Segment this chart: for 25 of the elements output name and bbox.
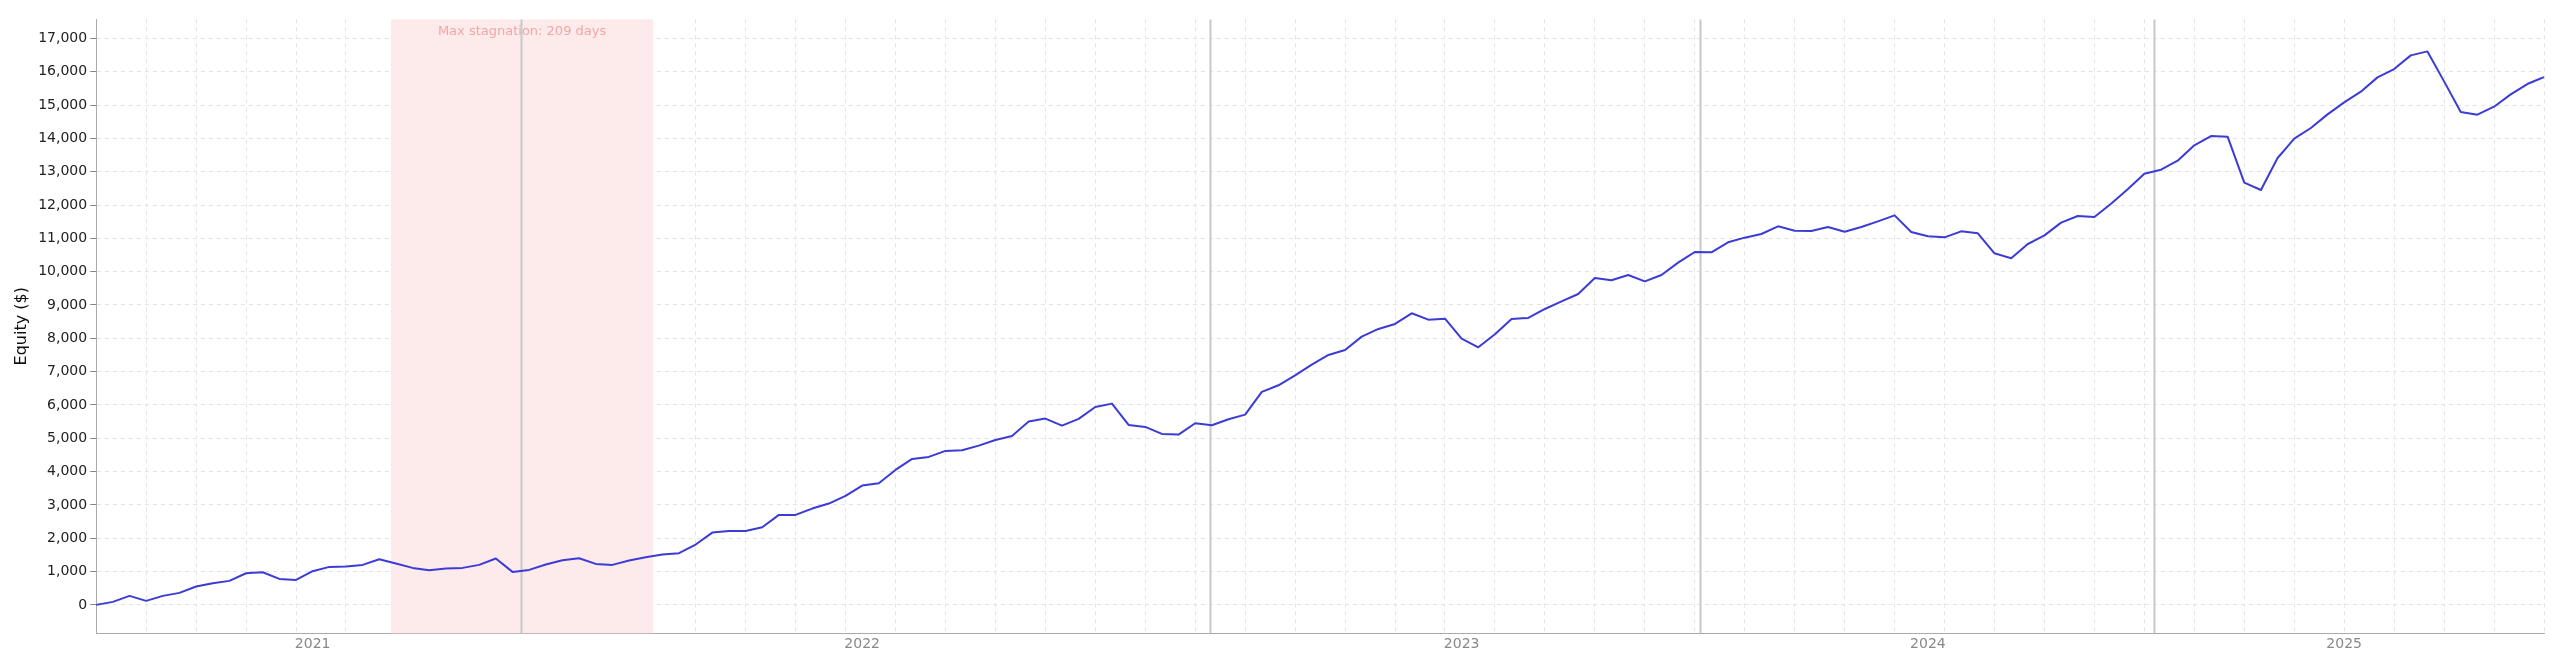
y-tick-label: 2,000 [47, 528, 88, 545]
y-tick-label: 4,000 [47, 462, 88, 479]
y-tick-label: 9,000 [47, 295, 88, 312]
y-tick-label: 1,000 [47, 562, 88, 579]
y-tick-label: 5,000 [47, 428, 88, 445]
y-tick-label: 8,000 [47, 328, 88, 345]
y-tick-label: 3,000 [47, 495, 88, 512]
y-tick-label: 17,000 [38, 29, 88, 46]
y-tick-label: 11,000 [38, 228, 88, 245]
y-tick-label: 10,000 [38, 262, 88, 279]
x-tick-label: 2021 [294, 635, 331, 652]
y-tick-label: 12,000 [38, 195, 88, 212]
y-tick-label: 7,000 [47, 362, 88, 379]
x-tick-label: 2022 [844, 635, 880, 652]
y-tick-label: 15,000 [38, 95, 88, 112]
y-tick-label: 13,000 [38, 162, 88, 179]
y-tick-label: 6,000 [47, 395, 88, 412]
y-tick-label: 16,000 [38, 62, 88, 79]
x-tick-label: 2025 [2326, 635, 2362, 652]
y-axis-title: Equity ($) [10, 287, 30, 366]
x-tick-label: 2023 [1443, 635, 1480, 652]
x-tick-label: 2024 [1910, 635, 1946, 652]
y-tick-label: 14,000 [38, 129, 88, 145]
annotation: Max stagnation: 209 days [437, 23, 607, 39]
y-tick-label: 0 [78, 595, 88, 612]
